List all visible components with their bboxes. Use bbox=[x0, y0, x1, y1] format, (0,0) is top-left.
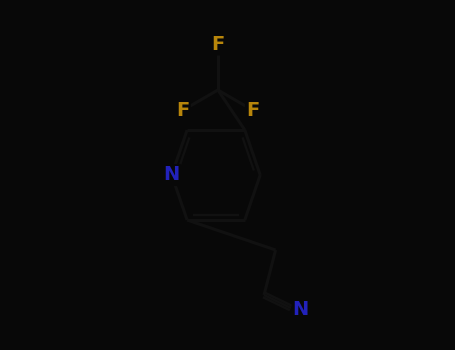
Text: F: F bbox=[246, 100, 259, 119]
Text: F: F bbox=[211, 35, 224, 55]
Text: F: F bbox=[177, 100, 190, 119]
Text: N: N bbox=[164, 166, 180, 184]
Text: N: N bbox=[293, 300, 309, 319]
